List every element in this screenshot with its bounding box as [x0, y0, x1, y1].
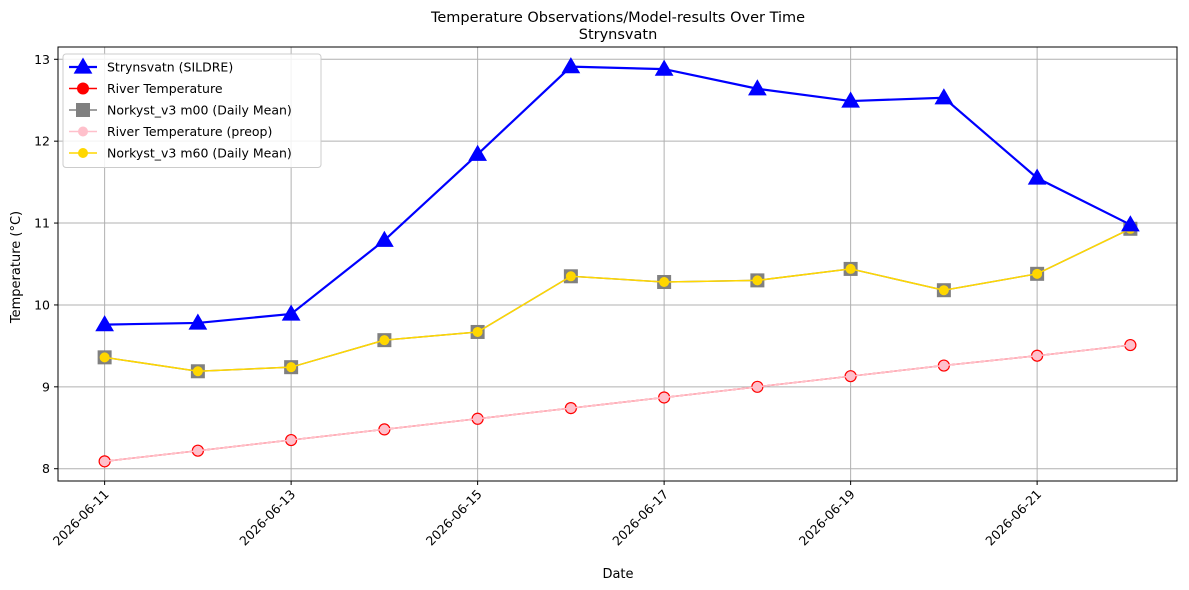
legend-item-4: Norkyst_v3 m60 (Daily Mean): [69, 146, 292, 161]
series-line: [104, 344, 1131, 463]
data-point: [752, 275, 763, 286]
data-point: [379, 335, 390, 346]
data-point: [1027, 168, 1047, 185]
x-tick-label: 2026-06-11: [50, 487, 112, 549]
data-point: [1126, 341, 1135, 350]
series-layer: [95, 57, 1140, 468]
data-point: [188, 313, 208, 330]
series-4: [99, 223, 1136, 377]
chart-title: Temperature Observations/Model-results O…: [430, 10, 805, 26]
legend: Strynsvatn (SILDRE) River Temperature Nork…: [62, 53, 322, 168]
y-tick-label: 12: [34, 134, 50, 149]
series-0: [95, 57, 1140, 332]
data-point: [380, 425, 389, 434]
data-point: [934, 88, 954, 105]
x-tick-label: 2026-06-17: [609, 487, 671, 549]
series-2: [97, 221, 1138, 379]
data-point: [193, 446, 202, 455]
data-point: [473, 414, 482, 423]
legend-marker: [78, 148, 88, 158]
series-line: [104, 228, 1131, 373]
legend-label: Strynsvatn (SILDRE): [107, 60, 233, 75]
x-tick-label: 2026-06-21: [982, 487, 1044, 549]
y-tick-label: 10: [34, 297, 50, 312]
legend-marker: [76, 103, 90, 117]
y-tick-label: 13: [34, 52, 50, 67]
data-point: [286, 362, 297, 373]
data-point: [659, 277, 670, 288]
legend-label: Norkyst_v3 m00 (Daily Mean): [107, 103, 292, 118]
legend-marker: [73, 57, 93, 74]
data-point: [192, 366, 203, 377]
data-point: [1121, 215, 1140, 232]
x-tick-label: 2026-06-19: [796, 486, 858, 548]
y-axis-label: Temperature (°C): [9, 211, 24, 324]
series-3: [100, 341, 1135, 466]
y-tick-label: 9: [42, 379, 50, 394]
data-point: [287, 436, 296, 445]
data-point: [281, 304, 301, 321]
data-point: [375, 230, 394, 247]
legend-item-3: River Temperature (preop): [69, 124, 272, 139]
data-point: [95, 315, 114, 332]
data-point: [939, 361, 948, 370]
legend-marker: [78, 126, 88, 137]
legend-box: [62, 53, 322, 168]
data-point: [1033, 351, 1042, 360]
data-point: [845, 263, 856, 274]
data-point: [561, 57, 581, 74]
legend-label: Norkyst_v3 m60 (Daily Mean): [107, 146, 292, 161]
x-axis-label: Date: [602, 567, 633, 582]
data-point: [1032, 268, 1043, 279]
legend-item-1: River Temperature: [69, 81, 223, 96]
plot-frame: [57, 46, 1178, 482]
x-tick-label: 2026-06-13: [236, 487, 298, 549]
data-point: [100, 457, 109, 466]
chart-subtitle: Strynsvatn: [579, 27, 658, 43]
data-point: [660, 393, 669, 402]
legend-label: River Temperature (preop): [107, 124, 272, 139]
data-point: [565, 271, 576, 282]
data-point: [938, 285, 949, 296]
data-point: [468, 144, 487, 161]
legend-item-0: Strynsvatn (SILDRE): [69, 57, 233, 75]
data-point: [654, 59, 674, 76]
legend-item-2: Norkyst_v3 m00 (Daily Mean): [69, 103, 292, 118]
series-line: [104, 65, 1131, 326]
data-point: [748, 79, 767, 96]
legend-marker: [77, 82, 89, 95]
data-point: [566, 404, 575, 413]
y-tick-label: 8: [42, 461, 50, 476]
data-point: [841, 91, 860, 108]
data-point: [846, 372, 855, 381]
data-point: [99, 352, 110, 363]
data-point: [753, 382, 762, 391]
x-tick-label: 2026-06-15: [423, 487, 485, 549]
legend-label: River Temperature: [107, 81, 223, 96]
series-line: [104, 228, 1131, 373]
data-point: [472, 326, 483, 337]
y-tick-label: 11: [34, 216, 50, 231]
